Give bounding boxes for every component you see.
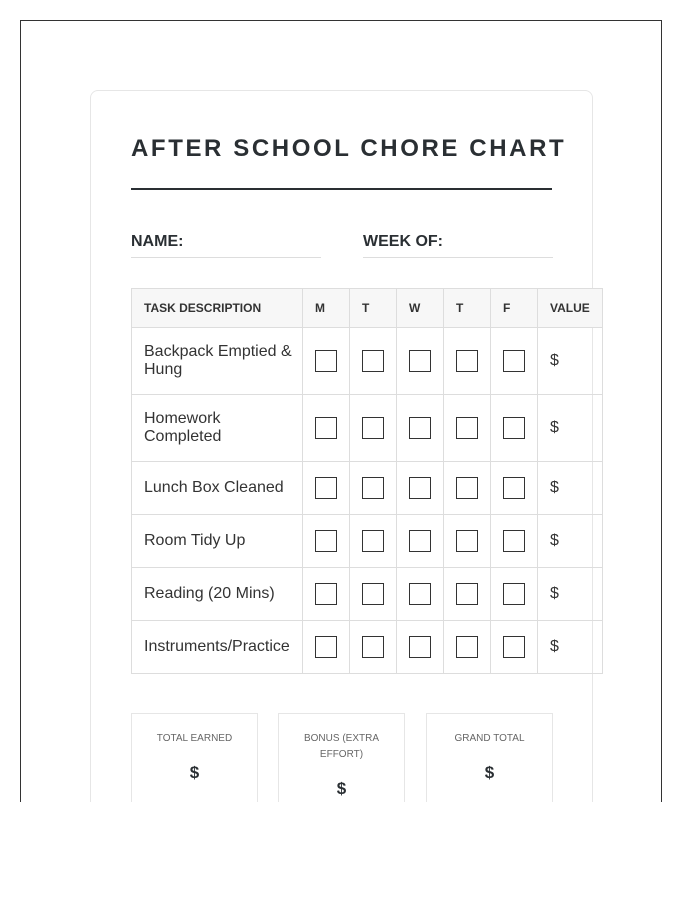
day-checkbox[interactable] xyxy=(503,636,525,658)
day-checkbox[interactable] xyxy=(503,350,525,372)
task-description: Room Tidy Up xyxy=(131,514,303,568)
day-checkbox[interactable] xyxy=(409,350,431,372)
chore-table: TASK DESCRIPTION M T W T F VALUE Backpack Empt… xyxy=(131,288,603,674)
table-row: Homework Completed $ xyxy=(131,394,603,462)
title-divider xyxy=(131,188,552,190)
total-value[interactable]: $ xyxy=(189,763,200,782)
day-checkbox[interactable] xyxy=(362,530,384,552)
day-checkbox[interactable] xyxy=(409,583,431,605)
task-description: Backpack Emptied & Hung xyxy=(131,327,303,395)
day-checkbox[interactable] xyxy=(503,417,525,439)
day-checkbox[interactable] xyxy=(409,636,431,658)
column-header: VALUE xyxy=(537,288,603,328)
task-value[interactable]: $ xyxy=(537,514,603,568)
day-checkbox[interactable] xyxy=(409,530,431,552)
column-header: W xyxy=(396,288,444,328)
total-label: BONUS (EXTRA EFFORT) xyxy=(303,733,379,760)
column-header: T xyxy=(349,288,397,328)
day-checkbox[interactable] xyxy=(362,417,384,439)
day-checkbox[interactable] xyxy=(362,583,384,605)
task-description: Reading (20 Mins) xyxy=(131,567,303,621)
day-checkbox[interactable] xyxy=(456,636,478,658)
task-value[interactable]: $ xyxy=(537,620,603,674)
day-checkbox[interactable] xyxy=(456,530,478,552)
page-title: AFTER SCHOOL CHORE CHART xyxy=(131,135,567,162)
total-box: TOTAL EARNED $ xyxy=(131,713,258,802)
day-checkbox[interactable] xyxy=(362,477,384,499)
day-checkbox[interactable] xyxy=(503,583,525,605)
day-checkbox[interactable] xyxy=(409,417,431,439)
task-description: Instruments/Practice xyxy=(131,620,303,674)
day-checkbox[interactable] xyxy=(456,477,478,499)
total-label: TOTAL EARNED xyxy=(156,733,233,744)
day-checkbox[interactable] xyxy=(362,350,384,372)
table-row: Lunch Box Cleaned $ xyxy=(131,461,603,515)
week-of-field[interactable]: WEEK OF: xyxy=(363,233,553,258)
day-checkbox[interactable] xyxy=(315,477,337,499)
day-checkbox[interactable] xyxy=(315,350,337,372)
day-checkbox[interactable] xyxy=(409,477,431,499)
total-box: GRAND TOTAL $ xyxy=(426,713,553,802)
task-value[interactable]: $ xyxy=(537,567,603,621)
task-description: Homework Completed xyxy=(131,394,303,462)
task-value[interactable]: $ xyxy=(537,394,603,462)
table-row: Instruments/Practice $ xyxy=(131,620,603,674)
day-checkbox[interactable] xyxy=(503,477,525,499)
table-row: Reading (20 Mins) $ xyxy=(131,567,603,621)
total-value[interactable]: $ xyxy=(484,763,495,782)
column-header: M xyxy=(302,288,350,328)
day-checkbox[interactable] xyxy=(503,530,525,552)
day-checkbox[interactable] xyxy=(456,350,478,372)
total-label: GRAND TOTAL xyxy=(454,733,525,744)
total-box: BONUS (EXTRA EFFORT) $ xyxy=(278,713,405,802)
table-row: Room Tidy Up $ xyxy=(131,514,603,568)
day-checkbox[interactable] xyxy=(456,417,478,439)
name-field[interactable]: NAME: xyxy=(131,233,321,258)
day-checkbox[interactable] xyxy=(456,583,478,605)
day-checkbox[interactable] xyxy=(315,583,337,605)
total-value[interactable]: $ xyxy=(336,779,347,798)
column-header: T xyxy=(443,288,491,328)
day-checkbox[interactable] xyxy=(315,636,337,658)
column-header: F xyxy=(490,288,538,328)
column-header: TASK DESCRIPTION xyxy=(131,288,303,328)
day-checkbox[interactable] xyxy=(362,636,384,658)
task-value[interactable]: $ xyxy=(537,327,603,395)
task-description: Lunch Box Cleaned xyxy=(131,461,303,515)
day-checkbox[interactable] xyxy=(315,417,337,439)
page-frame: AFTER SCHOOL CHORE CHART NAME: WEEK OF: … xyxy=(20,20,662,802)
day-checkbox[interactable] xyxy=(315,530,337,552)
table-row: Backpack Emptied & Hung $ xyxy=(131,327,603,395)
task-value[interactable]: $ xyxy=(537,461,603,515)
